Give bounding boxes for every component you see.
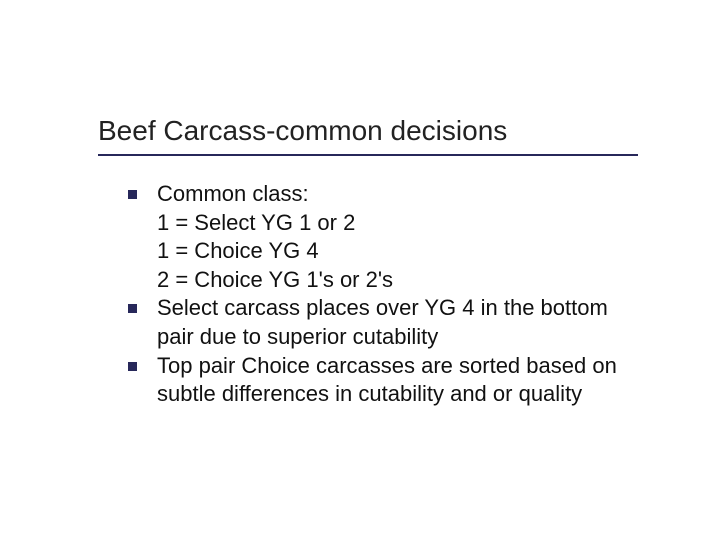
list-item-text: Top pair Choice carcasses are sorted bas… [157, 352, 624, 409]
list-item: Select carcass places over YG 4 in the b… [128, 294, 624, 351]
list-item: Common class:1 = Select YG 1 or 21 = Cho… [128, 180, 624, 294]
list-item-text: Select carcass places over YG 4 in the b… [157, 294, 624, 351]
square-bullet-icon [128, 362, 137, 371]
list-item-text: Common class:1 = Select YG 1 or 21 = Cho… [157, 180, 624, 294]
square-bullet-icon [128, 190, 137, 199]
slide-body: Common class:1 = Select YG 1 or 21 = Cho… [128, 180, 624, 409]
square-bullet-icon [128, 304, 137, 313]
slide-title: Beef Carcass-common decisions [98, 114, 638, 156]
list-item: Top pair Choice carcasses are sorted bas… [128, 352, 624, 409]
slide: Beef Carcass-common decisions Common cla… [0, 0, 720, 540]
title-container: Beef Carcass-common decisions [98, 114, 638, 156]
